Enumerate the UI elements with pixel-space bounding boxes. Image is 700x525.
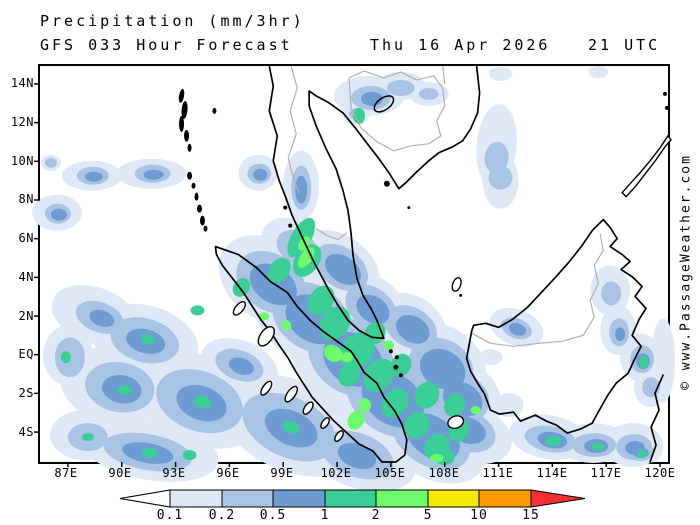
- legend-arrow-low: [119, 489, 171, 508]
- legend-value: 0.5: [259, 508, 287, 523]
- tonle-sap-lake: [373, 95, 395, 113]
- lon-tick-label: 111E: [482, 466, 514, 480]
- legend-swatch: [221, 489, 274, 508]
- legend-value: 0.1: [156, 508, 184, 523]
- lon-tick-label: 93E: [162, 466, 186, 480]
- axis-ticks: [34, 83, 661, 467]
- legend-value: 10: [470, 508, 488, 523]
- lon-tick-label: 117E: [590, 466, 622, 480]
- small-islands: [283, 91, 669, 378]
- model-forecast-label: GFS 033 Hour Forecast: [40, 36, 293, 54]
- legend-value: 5: [423, 508, 433, 523]
- lon-tick-label: 105E: [374, 466, 406, 480]
- lat-tick-label: 4N: [18, 270, 34, 284]
- coast-borneo: [465, 218, 647, 434]
- watermark-text: © www.PassageWeather.com: [678, 154, 694, 390]
- bangka-island: [447, 415, 465, 430]
- lat-tick-label: 2N: [18, 309, 34, 323]
- coastlines: [178, 65, 672, 463]
- legend-swatch: [375, 489, 429, 508]
- coast-sulawesi-west: [649, 374, 664, 463]
- lon-tick-label: 102E: [320, 466, 352, 480]
- lat-tick-label: 12N: [10, 115, 34, 129]
- lon-tick-label: 87E: [54, 466, 78, 480]
- lon-tick-label: 99E: [270, 466, 294, 480]
- mentawai-and-strait-islands: [232, 277, 465, 442]
- legend-value: 15: [522, 508, 540, 523]
- country-borders: [287, 65, 604, 347]
- legend-swatch: [427, 489, 480, 508]
- legend-swatch: [169, 489, 223, 508]
- legend-swatch: [324, 489, 377, 508]
- coast-sumatra: [214, 245, 408, 463]
- legend-colorbar: [119, 489, 586, 508]
- andaman-nicobar-islands: [178, 89, 217, 232]
- map-canvas: [32, 65, 675, 492]
- legend-value: 0.2: [208, 508, 236, 523]
- lon-tick-label: 108E: [428, 466, 460, 480]
- lon-tick-label: 90E: [108, 466, 132, 480]
- lat-tick-label: 6N: [18, 231, 34, 245]
- lat-tick-label: 14N: [10, 76, 34, 90]
- lat-tick-label: EQ: [18, 347, 34, 361]
- lon-tick-label: 114E: [536, 466, 568, 480]
- coast-palawan: [621, 134, 672, 198]
- anambas-island: [451, 277, 462, 292]
- coast-indochina-malay-peninsula: [268, 65, 481, 340]
- lat-tick-label: 10N: [10, 154, 34, 168]
- lon-tick-label: 120E: [644, 466, 676, 480]
- lat-tick-label: 4S: [18, 425, 34, 439]
- lat-tick-label: 8N: [18, 192, 34, 206]
- forecast-date: Thu 16 Apr 2026: [370, 36, 551, 54]
- legend-value: 2: [371, 508, 381, 523]
- legend-swatch: [478, 489, 532, 508]
- lon-tick-label: 96E: [216, 466, 240, 480]
- legend-value: 1: [320, 508, 330, 523]
- legend-arrow-high: [530, 489, 586, 508]
- lat-tick-label: 2S: [18, 386, 34, 400]
- forecast-time: 21 UTC: [588, 36, 661, 54]
- precip-level-4: [60, 107, 650, 465]
- precip-level-5: [259, 236, 481, 462]
- legend-swatch: [272, 489, 326, 508]
- page-title: Precipitation (mm/3hr): [40, 12, 305, 30]
- map-frame: [32, 64, 675, 492]
